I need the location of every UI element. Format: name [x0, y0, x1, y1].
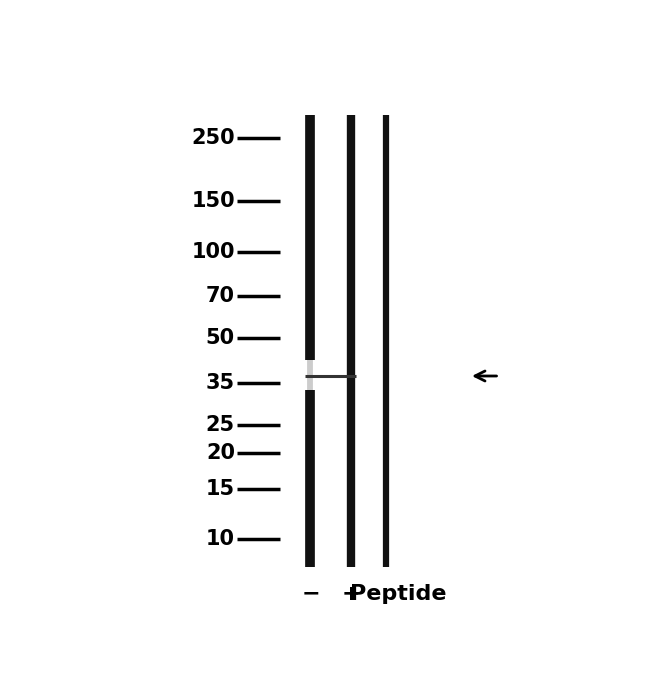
- Text: 70: 70: [206, 287, 235, 306]
- Text: +: +: [341, 584, 360, 604]
- Text: 100: 100: [191, 242, 235, 262]
- Text: 20: 20: [206, 443, 235, 463]
- Text: 10: 10: [206, 529, 235, 549]
- Text: 150: 150: [191, 191, 235, 211]
- Text: 15: 15: [206, 479, 235, 499]
- Text: −: −: [301, 584, 320, 604]
- Text: Peptide: Peptide: [350, 584, 447, 604]
- Text: 35: 35: [206, 373, 235, 393]
- Text: 250: 250: [191, 128, 235, 148]
- Text: 25: 25: [206, 415, 235, 435]
- Text: 50: 50: [206, 328, 235, 348]
